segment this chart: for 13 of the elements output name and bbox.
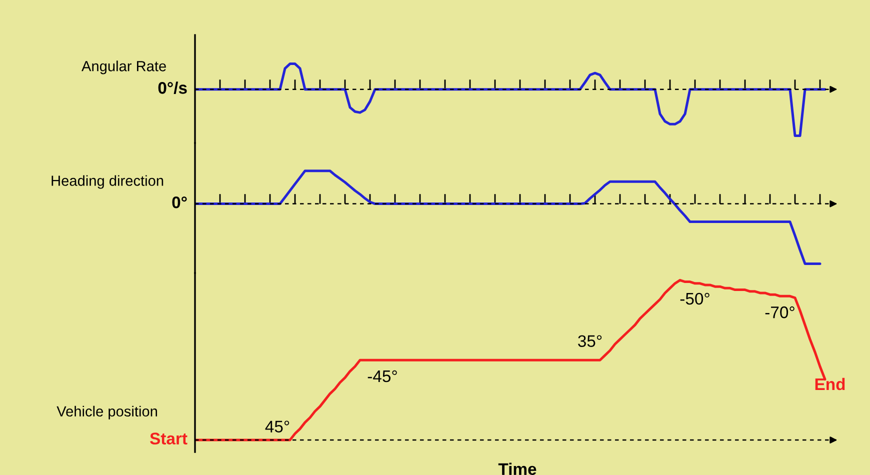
text: 0°	[172, 196, 187, 208]
annotation: 45°	[265, 420, 290, 432]
annotation: End	[815, 378, 845, 390]
text: Start	[150, 432, 188, 444]
x-axis-title: Time	[498, 462, 536, 475]
annotation: -50°	[680, 292, 710, 305]
y-axis-title: Vehicle position	[56, 406, 158, 420]
text: 0°/s	[158, 82, 187, 94]
annotation: -70°	[765, 306, 794, 318]
y-axis-title: Heading direction	[52, 175, 164, 189]
annotation: -45°	[368, 370, 397, 382]
y-axis-title: Angular Rate	[82, 60, 166, 74]
annotation: 35°	[578, 335, 602, 347]
